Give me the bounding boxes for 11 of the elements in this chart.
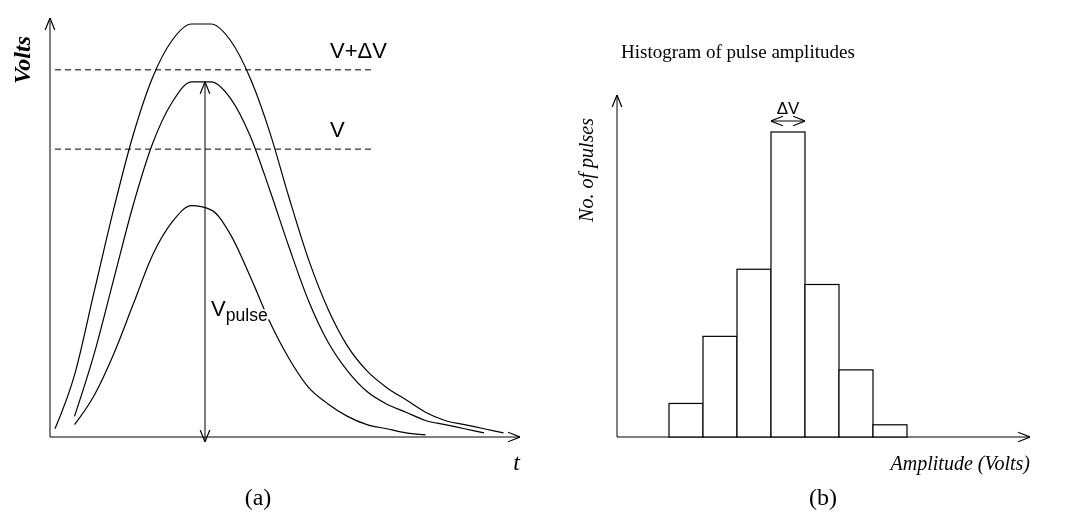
- chart-title: Histogram of pulse amplitudes: [621, 41, 855, 62]
- ref-line-label: V: [330, 117, 345, 143]
- text: (b): [809, 484, 837, 510]
- text: (a): [244, 484, 272, 510]
- x-axis-title: t: [513, 449, 522, 475]
- text: ΔV: [776, 99, 800, 118]
- x-axis-title: Amplitude (Volts): [888, 452, 1031, 475]
- y-axis-title: No. of pulses: [575, 117, 598, 223]
- annotation: V$_{pulse}$: [211, 296, 268, 326]
- ref-line-label: V+ΔV: [330, 37, 388, 63]
- y-axis-title: Volts: [9, 35, 35, 85]
